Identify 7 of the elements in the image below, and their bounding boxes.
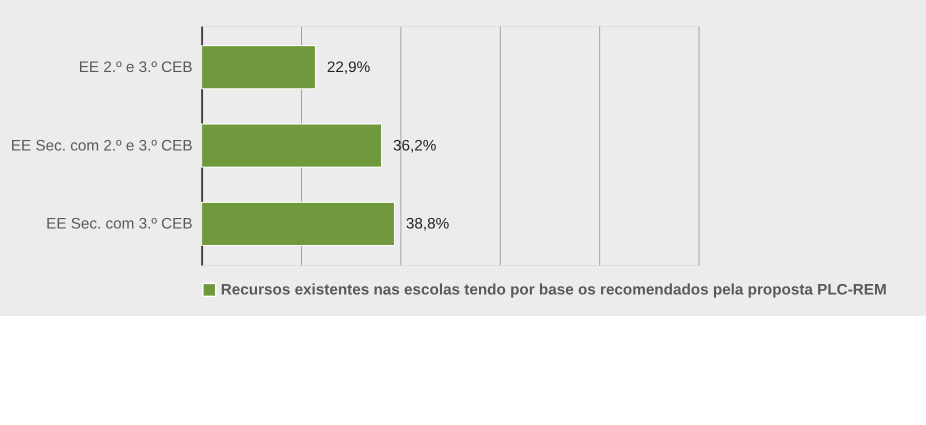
legend-label: Recursos existentes nas escolas tendo por base os recomendados pela proposta PLC-REM <box>220 282 887 299</box>
y-tick-label: EE 2.º e 3.º CEB <box>78 59 193 76</box>
y-tick-label: EE Sec. com 2.º e 3.º CEB <box>10 137 193 154</box>
data-label: 22,9% <box>326 59 371 76</box>
data-label: 38,8% <box>406 216 450 233</box>
data-label: 36,2% <box>392 137 437 154</box>
y-tick-label: EE Sec. com 3.º CEB <box>46 216 193 233</box>
